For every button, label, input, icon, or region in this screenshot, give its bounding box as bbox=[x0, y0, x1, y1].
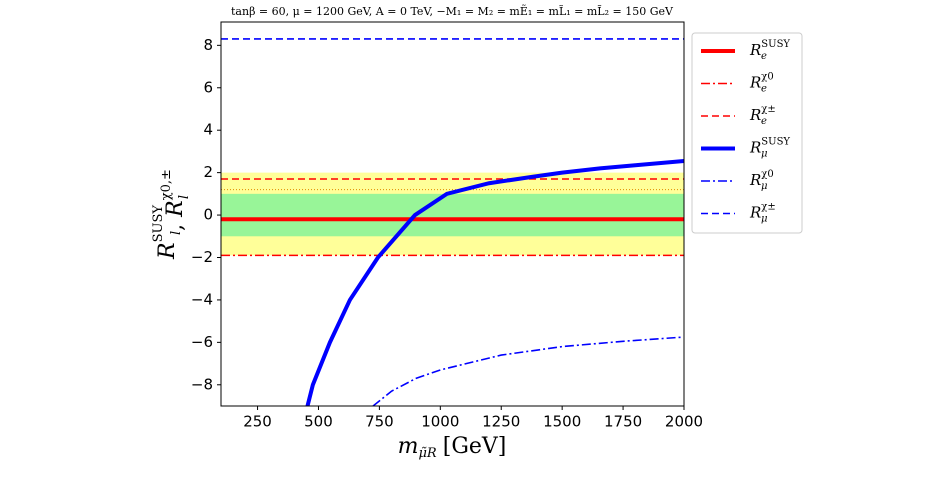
y-label-sub: l bbox=[177, 195, 192, 199]
x-label-unit: [GeV] bbox=[443, 434, 507, 459]
y-tick-label: −8 bbox=[191, 375, 213, 393]
y-label-sup: SUSY bbox=[151, 205, 166, 243]
legend-base: R bbox=[749, 171, 761, 189]
y-tick-label: 6 bbox=[203, 78, 213, 96]
x-label-base: m bbox=[398, 434, 419, 459]
legend-base: R bbox=[749, 204, 761, 222]
legend-base: R bbox=[749, 139, 761, 157]
legend-label: Rχ0 e bbox=[749, 71, 774, 94]
x-tick-label: 1250 bbox=[482, 413, 520, 431]
y-label-base: R bbox=[155, 242, 180, 260]
y-tick-label: −4 bbox=[191, 290, 213, 308]
legend-sub: μ bbox=[761, 148, 768, 159]
y-label-base: R bbox=[163, 200, 188, 218]
y-tick-label: 8 bbox=[203, 36, 213, 54]
legend-sub: μ bbox=[761, 181, 768, 192]
legend-sub: μ bbox=[761, 213, 768, 224]
x-label-sub: μ̃R bbox=[418, 446, 436, 461]
legend-base: R bbox=[749, 106, 761, 124]
legend-sup: χ0 bbox=[761, 169, 773, 180]
legend-sup: SUSY bbox=[761, 136, 790, 147]
legend-label: RSUSY μ bbox=[749, 136, 790, 159]
legend-sub: e bbox=[761, 116, 767, 127]
y-axis-label: RSUSY l, Rχ0,± l bbox=[151, 169, 192, 260]
x-tick-label: 500 bbox=[304, 413, 333, 431]
y-label-sup: χ0,± bbox=[159, 169, 174, 200]
legend-label: Rχ± e bbox=[749, 104, 776, 127]
x-tick-label: 1750 bbox=[604, 413, 642, 431]
chart-title: tanβ = 60, μ = 1200 GeV, A = 0 TeV, −M₁ … bbox=[231, 4, 674, 18]
y-tick-label: −2 bbox=[191, 248, 213, 266]
y-tick-label: −6 bbox=[191, 333, 213, 351]
x-axis-label: mμ̃R [GeV] bbox=[398, 434, 507, 461]
legend-label: Rχ0 μ bbox=[749, 169, 774, 192]
y-tick-label: 0 bbox=[203, 206, 213, 224]
band bbox=[221, 193, 684, 237]
plot-frame bbox=[220, 21, 685, 407]
legend-box bbox=[691, 32, 803, 234]
y-tick-label: 2 bbox=[203, 163, 213, 181]
legend-label: Rχ± μ bbox=[749, 201, 776, 224]
x-tick-label: 1000 bbox=[421, 413, 459, 431]
legend-sup: χ0 bbox=[761, 71, 773, 82]
series-line bbox=[305, 158, 684, 406]
legend-sup: χ± bbox=[761, 104, 775, 115]
series-line bbox=[372, 336, 684, 406]
legend-sup: χ± bbox=[761, 201, 775, 212]
y-label-sub: l bbox=[169, 231, 184, 235]
legend-base: R bbox=[749, 41, 761, 59]
legend-label: RSUSY e bbox=[749, 39, 790, 62]
legend-sup: SUSY bbox=[761, 39, 790, 50]
plot-area bbox=[221, 38, 684, 406]
x-tick-label: 1500 bbox=[543, 413, 581, 431]
legend-base: R bbox=[749, 74, 761, 92]
legend-sub: e bbox=[761, 51, 767, 62]
x-tick-label: 2000 bbox=[665, 413, 703, 431]
y-label-sep: , bbox=[163, 217, 188, 231]
x-tick-label: 750 bbox=[365, 413, 394, 431]
y-tick-label: 4 bbox=[203, 121, 213, 139]
legend-sub: e bbox=[761, 83, 767, 94]
x-tick-label: 250 bbox=[243, 413, 272, 431]
